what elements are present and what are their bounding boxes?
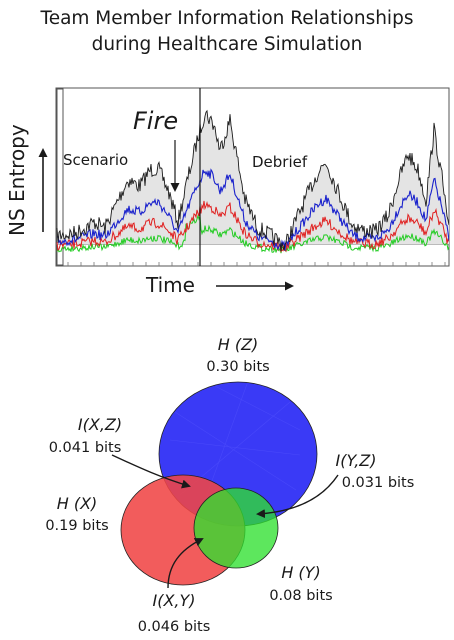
hy-value: 0.08 bits	[269, 588, 332, 604]
debrief-label: Debrief	[252, 153, 308, 171]
ixz-label: I(X,Z)	[78, 415, 122, 434]
plot-ticks	[67, 262, 446, 266]
ixy-arrow	[167, 538, 204, 589]
hz-label: H (Z)	[218, 335, 259, 354]
scenario-label: Scenario	[63, 151, 128, 169]
iyz-arrow	[256, 474, 339, 519]
entropy-fill-area	[57, 110, 449, 252]
iyz-value: 0.031 bits	[342, 475, 415, 491]
series-total-line	[56, 109, 449, 252]
hx-label: H (X)	[57, 494, 98, 513]
series-red-line	[56, 200, 449, 253]
hx-value: 0.19 bits	[45, 518, 108, 534]
plot-start-marker	[56, 88, 64, 266]
y-axis-label: NS Entropy	[5, 124, 29, 236]
venn-diagram: H (Z) 0.30 bits H (X) 0.19 bits H (Y) 0.…	[45, 335, 414, 635]
figure-title-line1: Team Member Information Relationships	[40, 8, 414, 29]
iyz-label: I(Y,Z)	[336, 451, 377, 470]
ixy-value: 0.046 bits	[138, 619, 211, 635]
ixz-arrow	[111, 454, 191, 489]
x-axis-label: Time	[145, 273, 195, 297]
ixz-value: 0.041 bits	[49, 440, 122, 456]
ixy-label: I(X,Y)	[152, 591, 195, 610]
venn-circle-y	[193, 487, 279, 569]
hy-label: H (Y)	[281, 563, 320, 582]
series-green-line	[56, 213, 449, 254]
figure-title-line2: during Healthcare Simulation	[92, 34, 363, 55]
hz-value: 0.30 bits	[206, 359, 269, 375]
entropy-plot: Scenario Debrief Fire	[55, 87, 450, 267]
fire-label: Fire	[133, 107, 178, 135]
series-blue-line	[56, 168, 449, 251]
